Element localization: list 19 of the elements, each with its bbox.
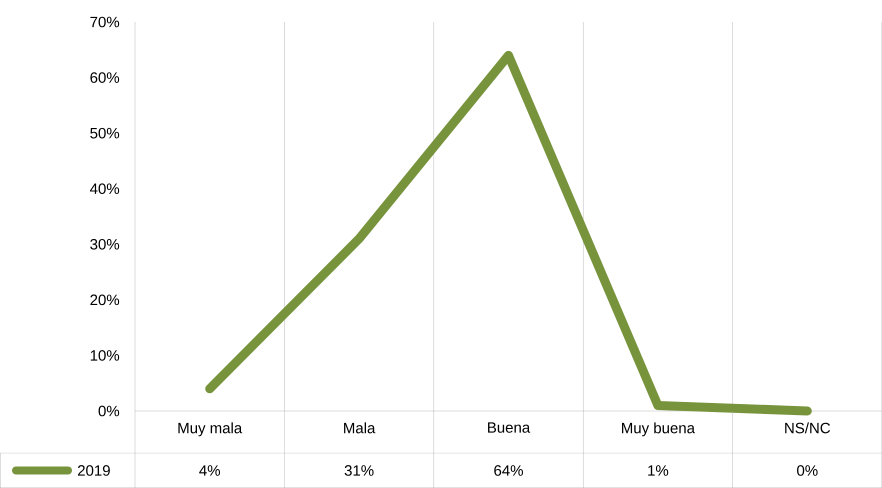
x-tick-label: Mala — [344, 422, 376, 434]
y-tick-label: 10% — [90, 350, 120, 361]
y-tick-label: 30% — [90, 238, 120, 250]
data-label: 1% — [648, 465, 668, 476]
y-tick-label: 0% — [98, 406, 120, 416]
y-tick-label: 70% — [90, 16, 120, 28]
data-label: 31% — [344, 465, 374, 476]
data-label: 0% — [797, 465, 818, 476]
y-tick-label: 50% — [90, 128, 120, 138]
x-tick-label: Buena — [488, 422, 530, 433]
y-tick-label: 60% — [90, 72, 120, 83]
data-label: 64% — [494, 465, 523, 476]
data-label: 4% — [199, 465, 220, 476]
x-tick-label: Muy mala — [178, 422, 242, 436]
x-tick-label: Muy buena — [622, 422, 695, 436]
y-tick-label: 20% — [90, 294, 120, 306]
x-tick-label: NS/NC — [785, 422, 830, 434]
y-tick-label: 40% — [90, 183, 120, 194]
legend-label: 2019 — [78, 465, 110, 476]
